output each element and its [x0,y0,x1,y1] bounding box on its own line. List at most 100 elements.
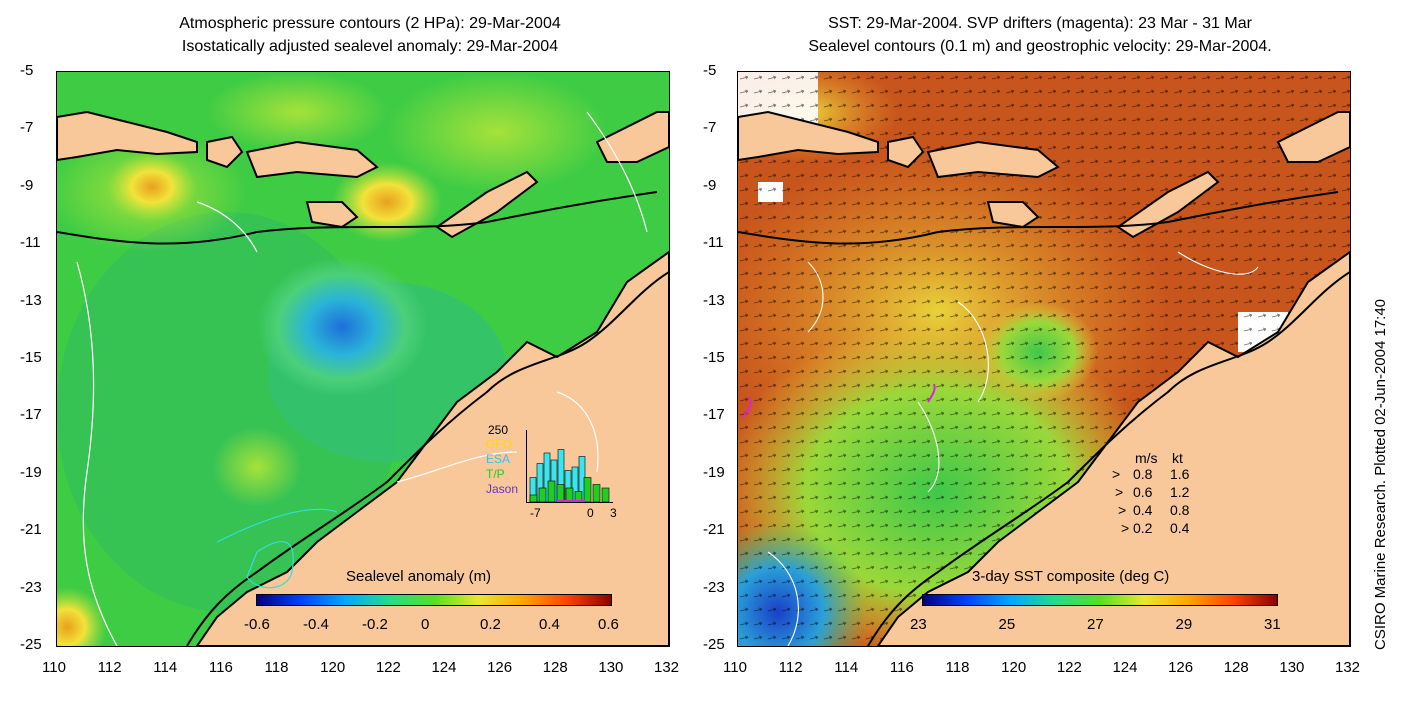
lat-tick-label: -19 [703,463,725,481]
colorbar-tick-label: 0.6 [598,616,619,633]
colorbar-tick-label: 0.4 [539,616,560,633]
histogram-bar-tp [547,480,556,503]
lat-tick-label: -21 [703,521,725,539]
left-title-line1: Atmospheric pressure contours (2 HPa): 2… [179,15,561,32]
lon-tick-label: 112 [97,659,122,676]
colorbar-tick-label: 0 [421,616,430,633]
lon-tick-label: 118 [264,659,289,676]
lon-tick-label: 130 [598,659,624,676]
lat-tick-label: -5 [20,62,34,79]
histogram-bar-tp [601,487,610,503]
histogram-bar-tp [592,484,601,503]
left-title-line2: Isostatically adjusted sealevel anomaly:… [181,38,559,55]
velocity-kt-value: 1.6 [1170,466,1190,482]
altimeter-histogram [526,430,613,503]
lat-tick-label: -25 [20,636,42,653]
histogram-bar-tp [583,477,592,503]
lon-tick-label: 132 [654,659,680,676]
island-tanimbar [1276,111,1350,163]
lat-tick-label: -23 [20,578,42,596]
velocity-arrow-icon: > [1115,484,1124,500]
lat-tick-label: -9 [703,176,717,194]
lon-tick-label: 122 [375,659,401,676]
island-sumba [305,201,359,229]
left-colorbar [256,594,612,606]
lon-tick-label: 122 [1056,659,1082,676]
right-title-line1: SST: 29-Mar-2004. SVP drifters (magenta)… [828,15,1252,32]
histogram-bar-tp [565,487,574,503]
lat-tick-label: -19 [20,463,42,481]
velocity-ms-value: 0.2 [1133,520,1153,536]
histogram-bar-tp [556,484,565,503]
lon-tick-label: 116 [889,659,914,676]
velocity-kt-value: 0.4 [1170,520,1190,536]
lon-tick-label: 118 [945,659,970,676]
lat-tick-label: -13 [703,291,725,309]
lat-tick-label: -17 [20,406,42,424]
lat-tick-label: -21 [20,521,42,539]
lat-tick-label: -7 [703,119,717,137]
island-sumba [986,201,1040,229]
island-bali-lombok [887,135,925,169]
credit-text: CSIRO Marine Research. Plotted 02-Jun-20… [1372,298,1389,650]
sealevel-anomaly-map [57,72,669,646]
svp-drifter-track [742,396,752,418]
histogram-bar-tp [538,487,547,503]
island-java [57,110,198,162]
histogram-bars [529,449,610,503]
island-flores [245,140,379,179]
sst-map [738,72,1350,646]
island-tanimbar [595,111,669,163]
histogram-date-marker [557,500,585,503]
right-title-line2: Sealevel contours (0.1 m) and geostrophi… [808,38,1272,55]
histogram-legend-item: ESA [486,452,511,466]
velocity-arrow-icon: > [1118,502,1127,518]
lon-tick-label: 126 [487,659,513,676]
lon-tick-label: 130 [1279,659,1305,676]
velocity-arrow-icon: > [1112,466,1121,482]
colorbar-tick-label: 27 [1087,616,1104,633]
lon-tick-label: 120 [1001,659,1027,676]
colorbar-tick-label: 25 [998,616,1016,633]
right-map-panel [737,71,1351,647]
velocity-kt-value: 0.8 [1170,502,1190,518]
velocity-kt-value: 1.2 [1170,484,1190,500]
velocity-legend-header-kt: kt [1172,450,1183,466]
lon-tick-label: 114 [834,659,859,676]
lat-tick-label: -9 [20,176,34,194]
colorbar-tick-label: -0.4 [303,616,329,633]
lat-tick-label: -11 [703,234,724,252]
histogram-xtick: -7 [530,506,541,520]
lat-tick-label: -5 [703,62,717,79]
lon-tick-label: 132 [1335,659,1361,676]
lon-tick-label: 124 [1112,659,1138,676]
left-map-panel [56,71,670,647]
velocity-ms-value: 0.8 [1133,466,1153,482]
left-colorbar-label: Sealevel anomaly (m) [346,568,492,585]
svp-drifter-track [927,383,936,403]
lat-tick-label: -15 [703,349,725,366]
island-bali-lombok [206,135,244,169]
histogram-legend-item: Jason [486,482,519,496]
lon-tick-label: 126 [1168,659,1194,676]
lon-tick-label: 128 [1223,659,1249,676]
lon-tick-label: 120 [320,659,346,676]
lon-tick-label: 128 [542,659,568,676]
velocity-ms-value: 0.4 [1133,502,1153,518]
lat-tick-label: -15 [20,349,42,366]
colorbar-tick-label: 0.2 [480,616,501,633]
right-colorbar-label: 3-day SST composite (deg C) [972,568,1170,585]
australia-landmass [876,250,1350,646]
colorbar-tick-label: -0.2 [362,616,388,633]
lat-tick-label: -13 [20,291,42,309]
colorbar-tick-label: 31 [1264,616,1281,633]
colorbar-tick-label: -0.6 [244,616,270,633]
colorbar-tick-label: 29 [1175,616,1193,633]
island-java [738,110,879,162]
island-timor [435,170,539,239]
histogram-xtick: 0 [587,506,594,520]
island-timor [1116,170,1220,239]
histogram-legend-item: GFO [486,437,512,451]
lon-tick-label: 114 [153,659,178,676]
histogram-legend-item: T/P [486,467,505,481]
